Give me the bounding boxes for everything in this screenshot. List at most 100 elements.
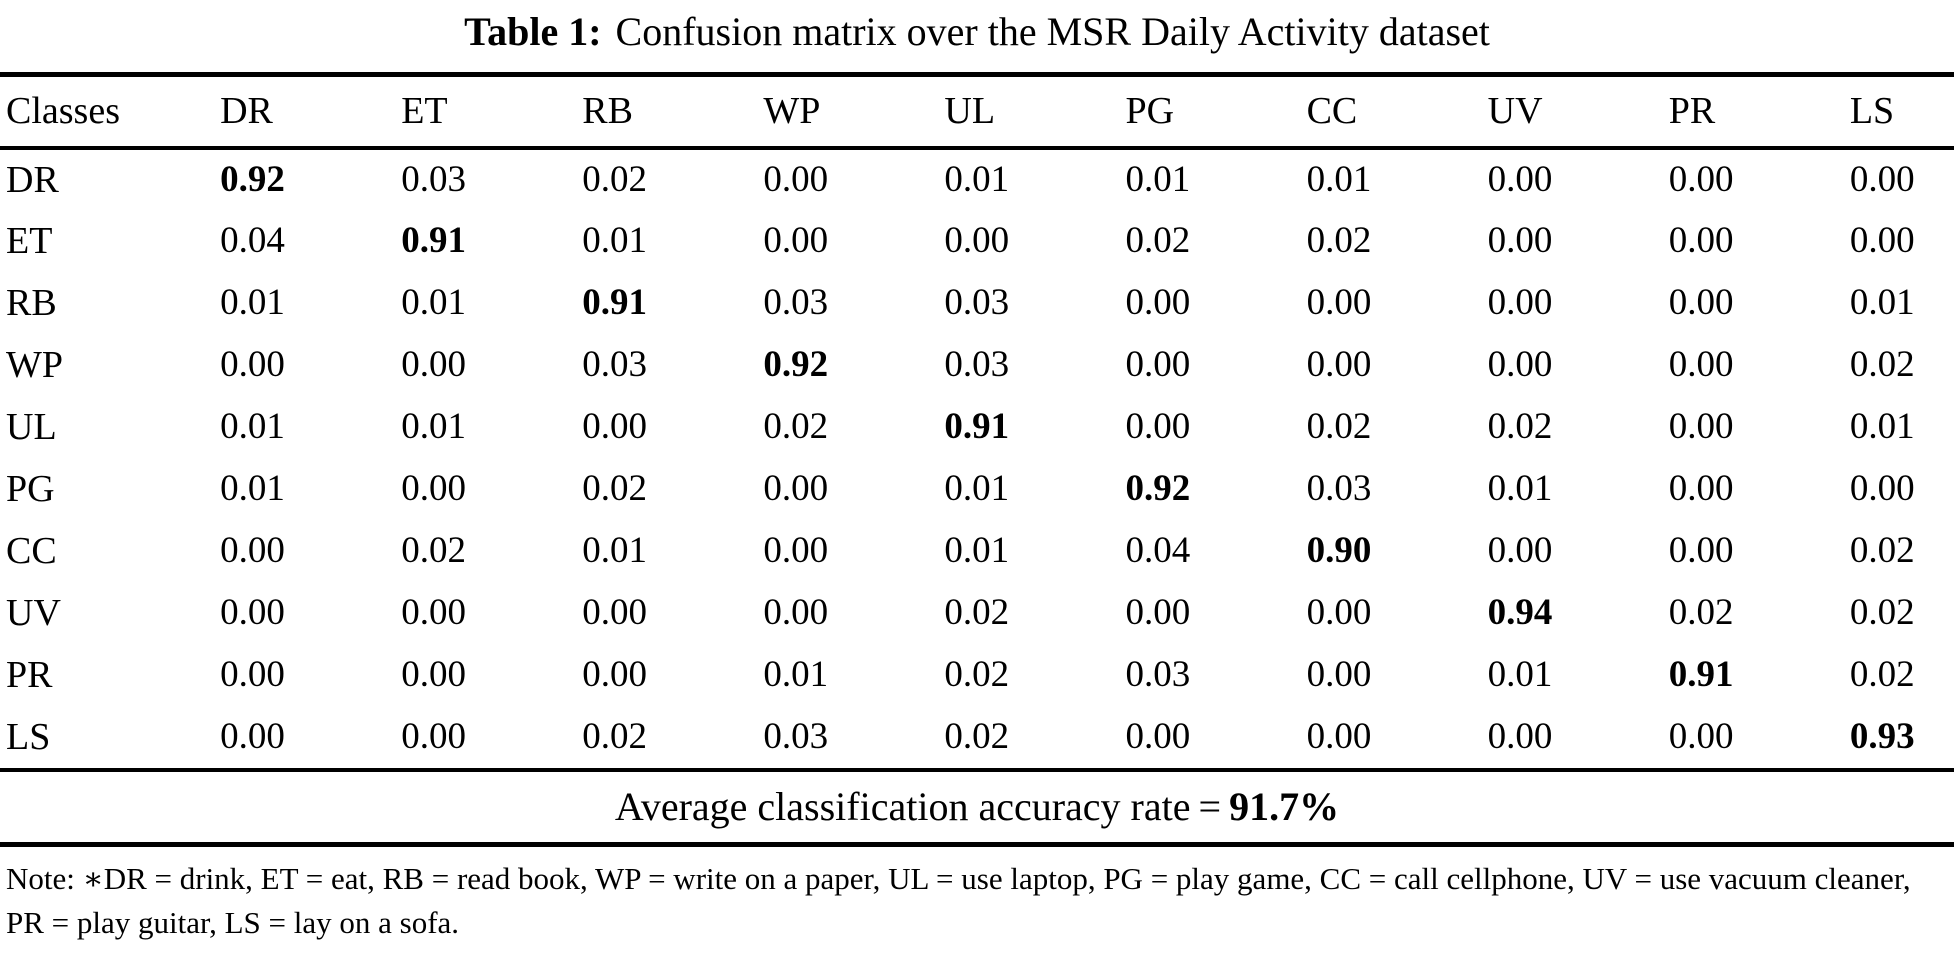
matrix-cell: 0.00 [763,530,829,571]
matrix-cell: 0.00 [1125,406,1191,447]
matrix-cell: 0.01 [944,468,1010,509]
matrix-cell: 0.91 [944,406,1010,447]
matrix-row-cc: CC 0.00 0.02 0.01 0.00 0.01 0.04 0.90 0.00 0.00 0.… [0,520,1954,582]
row-label-cc: CC [6,529,57,572]
matrix-cell: 0.01 [763,654,829,695]
matrix-cell: 0.00 [1487,220,1553,261]
matrix-cell: 0.04 [220,220,285,261]
matrix-cell: 0.00 [582,592,648,633]
column-header-cc: CC [1306,74,1488,150]
matrix-cell: 0.00 [1125,716,1191,757]
matrix-cell: 0.03 [944,344,1010,385]
matrix-cell: 0.00 [582,654,648,695]
matrix-cell: 0.00 [1487,530,1553,571]
matrix-row-dr: DR 0.92 0.03 0.02 0.00 0.01 0.01 0.01 0.00 0.00 0.… [0,148,1954,210]
matrix-cell: 0.00 [1668,282,1734,323]
matrix-cell: 0.00 [401,592,466,633]
row-label-pg: PG [6,467,55,510]
matrix-cell: 0.03 [763,716,829,757]
matrix-cell: 0.02 [1125,220,1191,261]
row-label-ls: LS [6,715,51,758]
matrix-cell: 0.02 [1849,530,1915,571]
matrix-cell: 0.01 [1487,654,1553,695]
matrix-cell: 0.04 [1125,530,1191,571]
matrix-cell: 0.01 [582,530,648,571]
matrix-cell: 0.03 [1125,654,1191,695]
matrix-cell: 0.01 [220,406,285,447]
column-header-ls: LS [1849,74,1954,150]
matrix-cell: 0.92 [763,344,829,385]
matrix-cell: 0.02 [582,159,648,200]
matrix-cell: 0.00 [1125,344,1191,385]
matrix-cell: 0.00 [1849,220,1915,261]
table-caption-text: Confusion matrix over the MSR Daily Acti… [615,9,1490,54]
matrix-cell: 0.00 [220,716,285,757]
table-footnote: Note: ∗DR = drink, ET = eat, RB = read b… [6,860,1911,940]
matrix-cell: 0.01 [1849,282,1915,323]
confusion-matrix-table: Classes DR ET RB WP UL PG CC UV PR LS DR 0.92 0.03 0… [0,72,1954,768]
matrix-cell: 0.02 [944,592,1010,633]
matrix-cell: 0.00 [1306,716,1372,757]
row-label-ul: UL [6,405,57,448]
matrix-cell: 0.00 [1668,468,1734,509]
column-header-dr: DR [220,74,402,150]
matrix-cell: 0.00 [1668,344,1734,385]
matrix-cell: 0.01 [1125,159,1191,200]
matrix-cell: 0.00 [1849,468,1915,509]
matrix-cell: 0.00 [763,592,829,633]
matrix-cell: 0.00 [1668,220,1734,261]
column-header-et: ET [401,74,583,150]
matrix-cell: 0.01 [944,530,1010,571]
matrix-cell: 0.02 [1849,654,1915,695]
matrix-cell: 0.02 [944,716,1010,757]
matrix-cell: 0.01 [220,468,285,509]
matrix-cell: 0.01 [944,159,1010,200]
matrix-cell: 0.00 [401,716,466,757]
table-caption: Table 1: Confusion matrix over the MSR Da… [0,0,1954,72]
matrix-cell: 0.00 [1306,654,1372,695]
matrix-cell: 0.00 [220,344,285,385]
matrix-cell: 0.00 [220,592,285,633]
matrix-cell: 0.01 [220,282,285,323]
matrix-cell: 0.03 [944,282,1010,323]
matrix-cell: 0.91 [582,282,648,323]
matrix-cell: 0.00 [763,159,829,200]
matrix-cell: 0.00 [944,220,1010,261]
matrix-cell: 0.03 [401,159,466,200]
row-label-et: ET [6,219,53,262]
matrix-cell: 0.00 [1125,282,1191,323]
matrix-cell: 0.00 [401,468,466,509]
matrix-cell: 0.02 [582,468,648,509]
matrix-row-ul: UL 0.01 0.01 0.00 0.02 0.91 0.00 0.02 0.02 0.00 0.… [0,396,1954,458]
column-header-pr: PR [1668,74,1850,150]
equals-sign: = [1198,784,1222,829]
matrix-cell: 0.02 [763,406,829,447]
column-header-uv: UV [1487,74,1669,150]
matrix-row-ls: LS 0.00 0.00 0.02 0.03 0.02 0.00 0.00 0.00 0.00 0.… [0,706,1954,768]
corner-header-cell: Classes [0,74,221,150]
row-label-dr: DR [6,158,59,201]
matrix-cell: 0.00 [401,654,466,695]
header-row: Classes DR ET RB WP UL PG CC UV PR LS [0,74,1954,150]
accuracy-label: Average classification accuracy rate [614,784,1191,829]
matrix-row-rb: RB 0.01 0.01 0.91 0.03 0.03 0.00 0.00 0.00 0.00 0.… [0,272,1954,334]
matrix-cell: 0.03 [582,344,648,385]
matrix-cell: 0.00 [1306,344,1372,385]
matrix-cell: 0.00 [220,654,285,695]
matrix-cell: 0.00 [1125,592,1191,633]
matrix-cell: 0.00 [1668,530,1734,571]
matrix-cell: 0.02 [1306,406,1372,447]
matrix-cell: 0.01 [582,220,648,261]
matrix-cell: 0.00 [582,406,648,447]
matrix-cell: 0.00 [1306,282,1372,323]
matrix-row-et: ET 0.04 0.91 0.01 0.00 0.00 0.02 0.02 0.00 0.00 0.… [0,210,1954,272]
matrix-cell: 0.92 [1125,468,1191,509]
matrix-cell: 0.00 [1487,344,1553,385]
matrix-cell: 0.91 [1668,654,1734,695]
matrix-cell: 0.02 [401,530,466,571]
matrix-cell: 0.90 [1306,530,1372,571]
matrix-cell: 0.01 [1487,468,1553,509]
matrix-cell: 0.00 [1487,159,1553,200]
column-header-pg: PG [1125,74,1307,150]
